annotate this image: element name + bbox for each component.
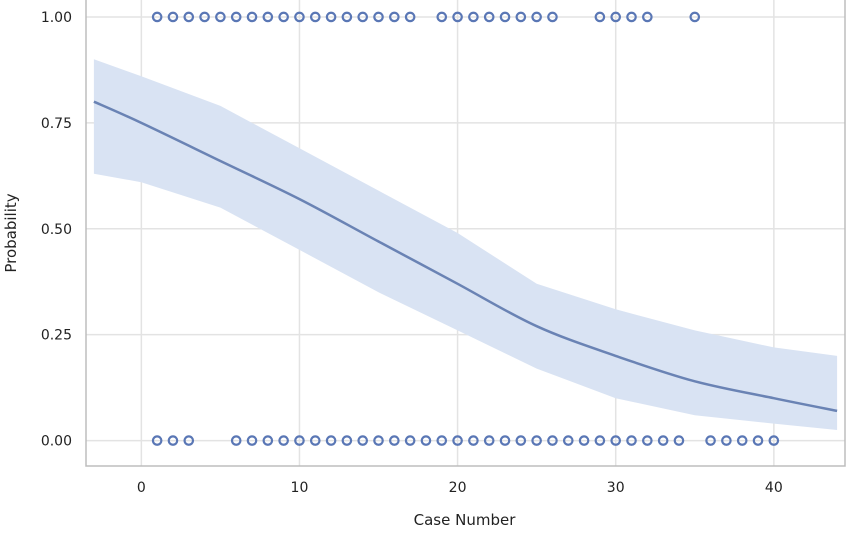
observation-point-y1 — [642, 11, 653, 23]
observation-point-y0 — [262, 435, 274, 446]
observation-point-y1 — [404, 11, 416, 23]
observation-point-y1 — [262, 11, 274, 23]
observation-point-y0 — [357, 435, 369, 446]
observation-point-y0 — [436, 435, 448, 446]
observation-point-y1 — [325, 11, 337, 23]
observation-point-y0 — [657, 435, 669, 446]
observation-point-y0 — [230, 435, 242, 446]
observation-point-y0 — [373, 435, 384, 446]
observation-point-y0 — [721, 435, 732, 446]
x-tick-label: 20 — [449, 480, 467, 496]
y-axis-label: Probability — [2, 193, 20, 272]
confidence-band — [93, 59, 838, 431]
observation-point-y0 — [325, 435, 337, 446]
x-tick-label: 10 — [291, 480, 309, 496]
observation-point-y1 — [626, 11, 637, 23]
observation-point-y0 — [183, 435, 195, 446]
observation-point-y0 — [483, 435, 495, 446]
x-tick-label: 30 — [607, 480, 625, 496]
observation-point-y1 — [436, 11, 448, 23]
observation-point-y1 — [278, 11, 289, 23]
x-tick-label: 40 — [765, 480, 783, 496]
observation-point-y1 — [215, 11, 226, 23]
observation-point-y0 — [610, 435, 622, 446]
observation-point-y0 — [705, 435, 716, 446]
observation-point-y0 — [547, 435, 558, 446]
y-tick-label: 0.50 — [41, 222, 72, 238]
observation-point-y0 — [167, 435, 179, 446]
observation-point-y0 — [468, 435, 479, 446]
observation-point-y1 — [547, 11, 558, 23]
y-tick-label: 0.75 — [41, 116, 72, 132]
observation-point-y1 — [230, 11, 242, 23]
observation-point-y0 — [642, 435, 653, 446]
observation-point-y0 — [578, 435, 590, 446]
observation-point-y0 — [515, 435, 527, 446]
observation-point-y1 — [357, 11, 369, 23]
y-tick-label: 0.00 — [41, 434, 72, 450]
observation-point-y0 — [752, 435, 764, 446]
grid-lines — [86, 0, 845, 466]
observation-point-y1 — [199, 11, 210, 23]
y-tick-label: 0.25 — [41, 328, 72, 344]
observation-point-y1 — [151, 11, 163, 23]
observation-point-y1 — [389, 11, 400, 23]
observation-point-y0 — [562, 435, 574, 446]
observation-point-y1 — [309, 11, 321, 23]
observation-point-y0 — [151, 435, 163, 446]
observation-point-y0 — [594, 435, 606, 446]
x-axis-label: Case Number — [414, 511, 517, 529]
observation-point-y0 — [531, 435, 542, 446]
observation-point-y1 — [531, 11, 542, 23]
observation-point-y1 — [594, 11, 606, 23]
observation-point-y1 — [610, 11, 622, 23]
observation-point-y1 — [294, 11, 305, 23]
observation-point-y1 — [689, 11, 701, 23]
x-tick-label: 0 — [137, 480, 146, 496]
observation-point-y1 — [341, 11, 353, 23]
observation-point-y0 — [626, 435, 637, 446]
observation-point-y0 — [420, 435, 432, 446]
observation-point-y0 — [452, 435, 463, 446]
observation-point-y0 — [736, 435, 748, 446]
observation-point-y1 — [499, 11, 511, 23]
observation-point-y0 — [294, 435, 305, 446]
observation-point-y1 — [468, 11, 479, 23]
observation-point-y0 — [404, 435, 416, 446]
observation-point-y0 — [278, 435, 289, 446]
observation-point-y0 — [341, 435, 353, 446]
y-tick-label: 1.00 — [41, 10, 72, 26]
observation-point-y1 — [515, 11, 527, 23]
observation-point-y1 — [167, 11, 179, 23]
observation-point-y0 — [768, 435, 780, 446]
tick-labels: 0 10 20 30 40 0.00 0.25 0.50 0.75 1.00 — [41, 10, 783, 496]
observation-point-y0 — [673, 435, 685, 446]
observation-points — [151, 11, 780, 446]
observation-point-y1 — [452, 11, 463, 23]
observation-point-y0 — [309, 435, 321, 446]
observation-point-y1 — [183, 11, 195, 23]
fitted-probability-curve — [93, 100, 838, 413]
observation-point-y1 — [483, 11, 495, 23]
observation-point-y0 — [246, 435, 258, 446]
plot-frame — [85, 0, 846, 467]
observation-point-y1 — [373, 11, 384, 23]
observation-point-y0 — [499, 435, 511, 446]
observation-point-y1 — [246, 11, 258, 23]
observation-point-y0 — [389, 435, 400, 446]
